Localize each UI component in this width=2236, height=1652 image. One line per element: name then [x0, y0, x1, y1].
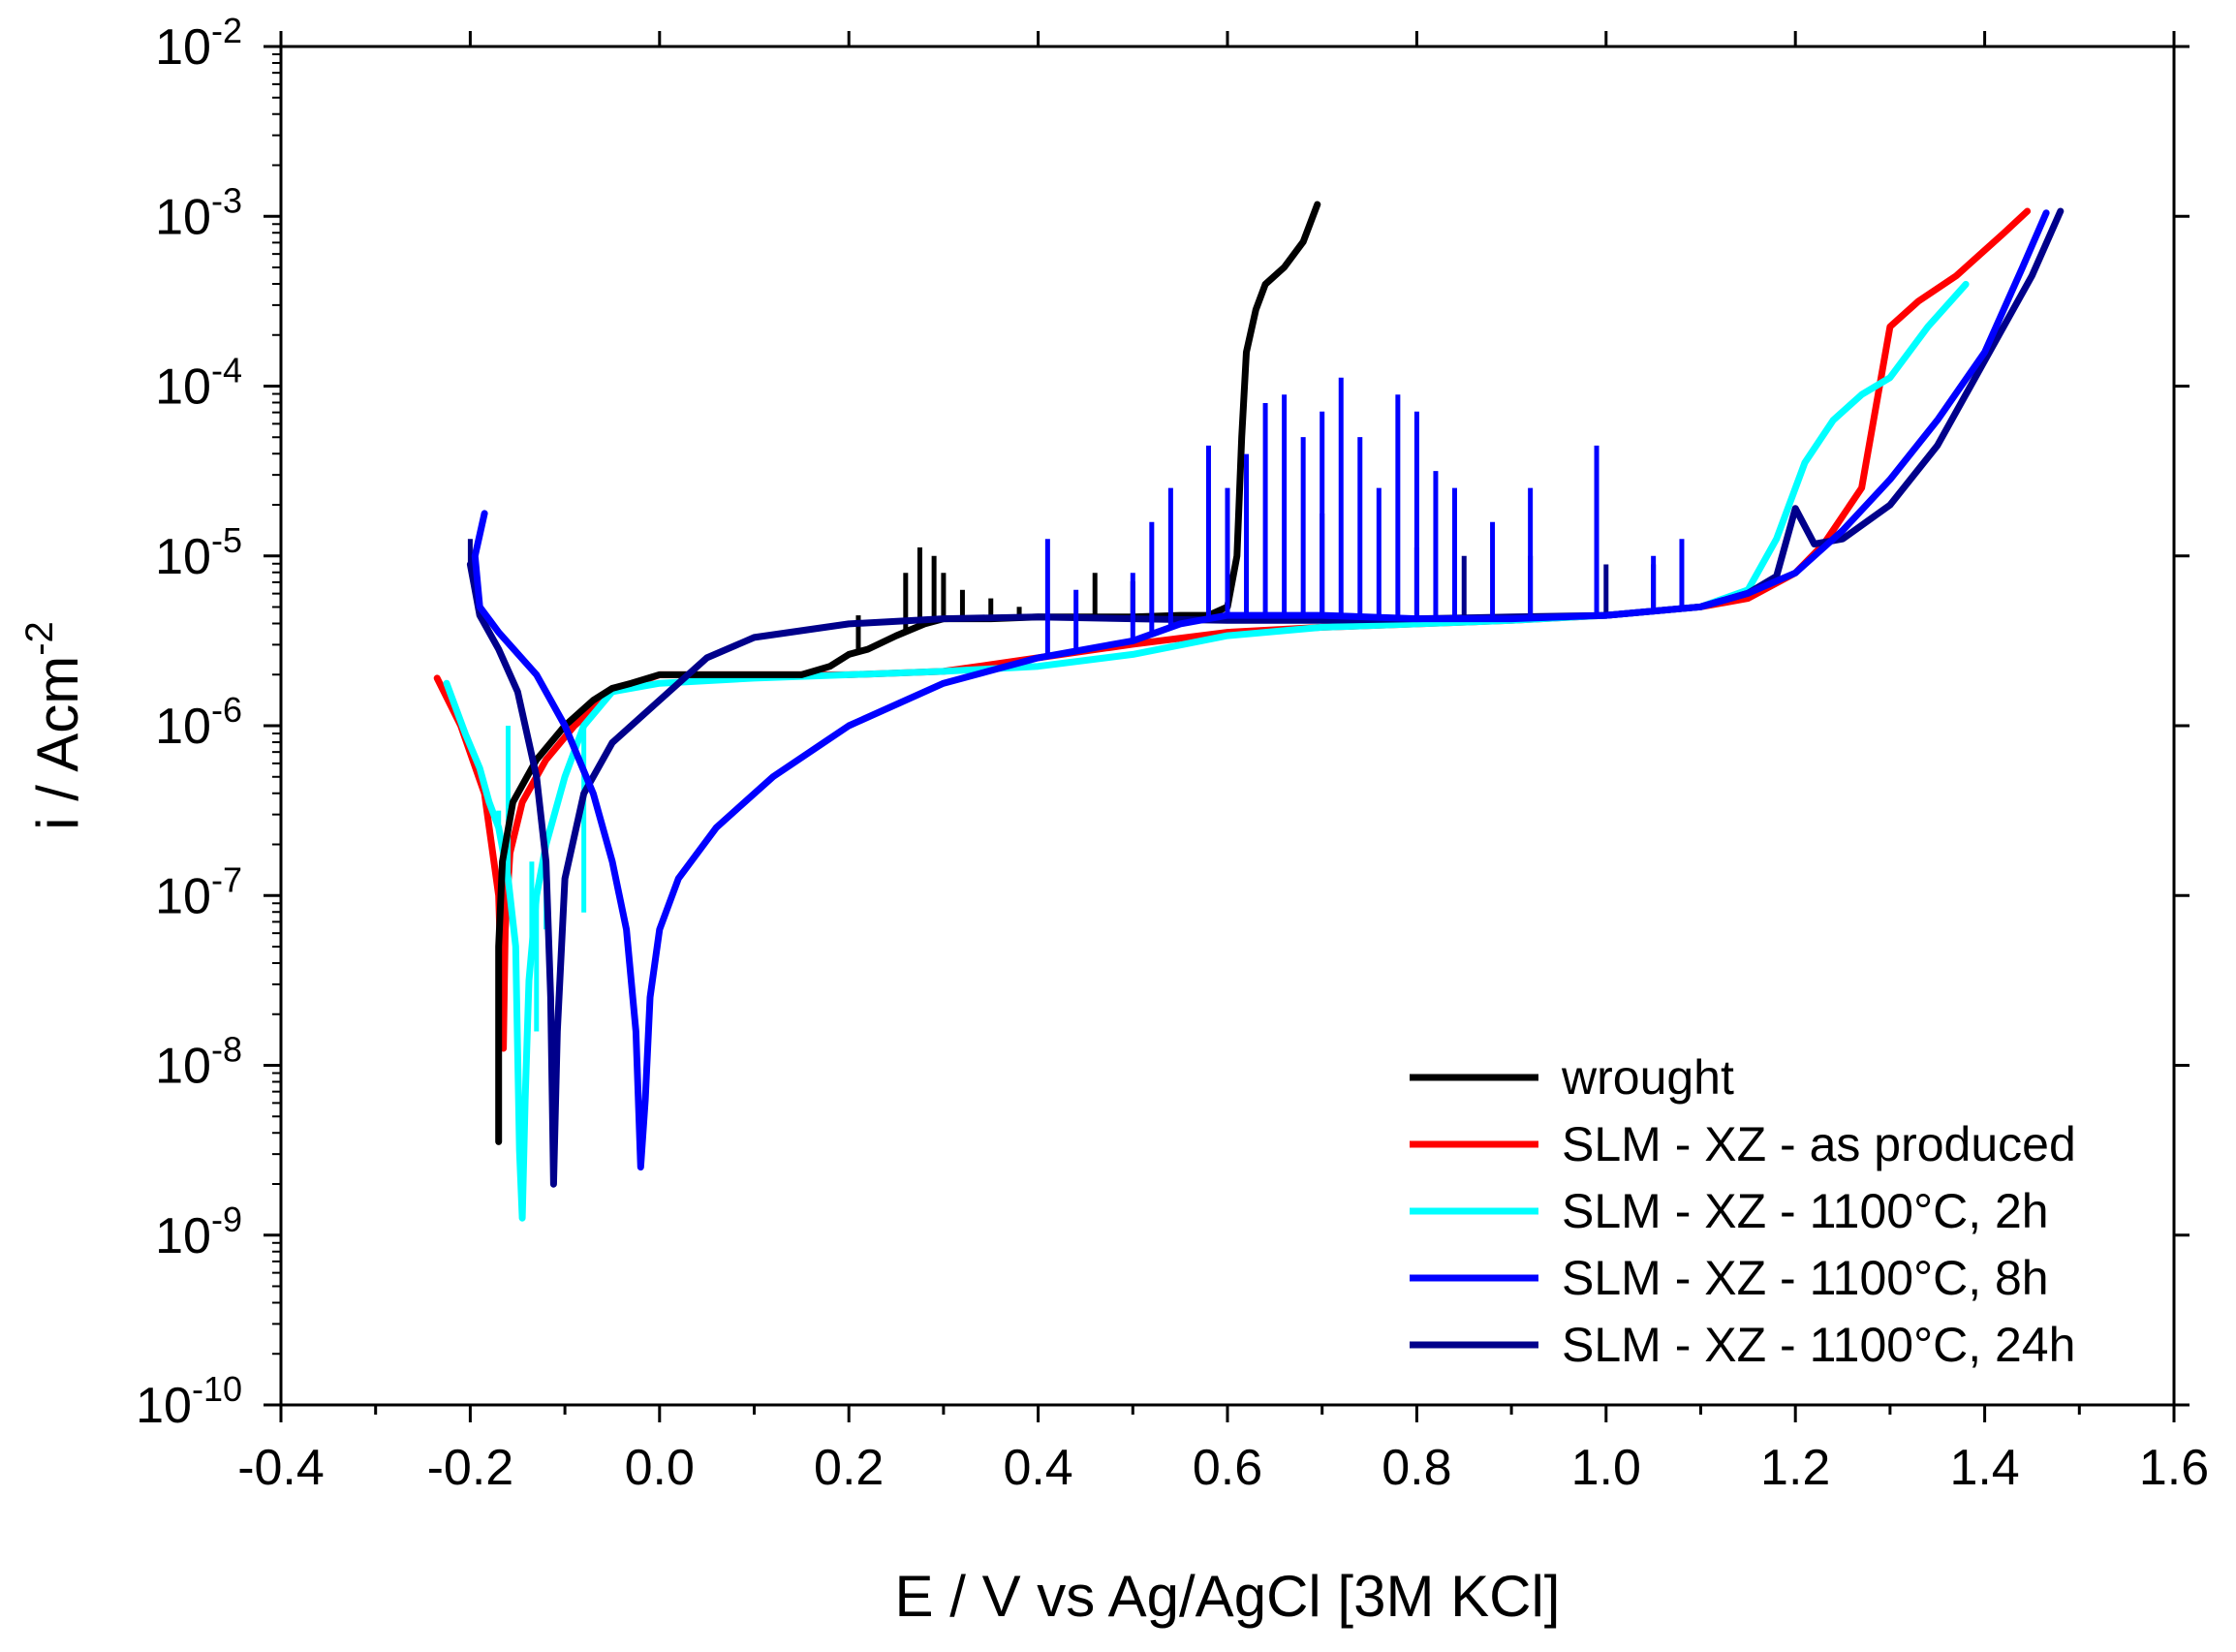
y-axis-title-base: i / Acm	[25, 656, 90, 830]
series-line	[466, 207, 2065, 1188]
x-tick-label: 0.6	[1193, 1440, 1262, 1496]
x-tick-label: -0.2	[427, 1440, 514, 1496]
y-tick-label: 10-2	[155, 11, 242, 76]
x-tick-label: 0.4	[1003, 1440, 1072, 1496]
plot-frame	[279, 45, 2176, 1407]
x-tick-label: 1.0	[1571, 1440, 1641, 1496]
y-tick-label: 10-6	[155, 690, 242, 755]
x-tick-label: -0.4	[237, 1440, 325, 1496]
legend-label: SLM - XZ - as produced	[1562, 1117, 2076, 1171]
series-line	[495, 201, 1321, 1145]
y-tick-label: 10-9	[155, 1200, 242, 1264]
x-tick-label: 0.2	[814, 1440, 884, 1496]
legend-label: SLM - XZ - 1100°C, 24h	[1562, 1318, 2075, 1372]
series-line	[471, 209, 2050, 1171]
y-tick-label: 10-7	[155, 859, 242, 924]
y-tick-label: 10-3	[155, 180, 242, 245]
x-tick-label: 0.8	[1382, 1440, 1451, 1496]
y-axis-title: i / Acm-2	[18, 621, 90, 830]
x-tick-label: 1.6	[2139, 1440, 2209, 1496]
x-axis-title: E / V vs Ag/AgCl [3M KCl]	[895, 1564, 1561, 1629]
series-layer	[433, 201, 2065, 1222]
x-tick-label: 1.4	[1949, 1440, 2019, 1496]
axes-layer: -0.4 -0.2 0.0 0.2 0.4 0.6 0.8 1.0 1.2 1.4 1.6 10-2 1…	[136, 11, 2209, 1496]
y-tick-label: 10-8	[155, 1030, 242, 1095]
y-axis-title-exponent: -2	[18, 621, 61, 656]
x-tick-label: 0.0	[625, 1440, 695, 1496]
y-tick-label: 10-10	[136, 1369, 242, 1434]
y-tick-label: 10-5	[155, 520, 242, 585]
legend-label: SLM - XZ - 1100°C, 2h	[1562, 1184, 2049, 1238]
y-tick-label: 10-4	[155, 351, 242, 416]
legend: wrought SLM - XZ - as produced SLM - XZ - …	[1410, 1050, 2076, 1372]
x-tick-label: 1.2	[1760, 1440, 1830, 1496]
legend-label: wrought	[1561, 1050, 1734, 1105]
legend-label: SLM - XZ - 1100°C, 8h	[1562, 1251, 2049, 1305]
